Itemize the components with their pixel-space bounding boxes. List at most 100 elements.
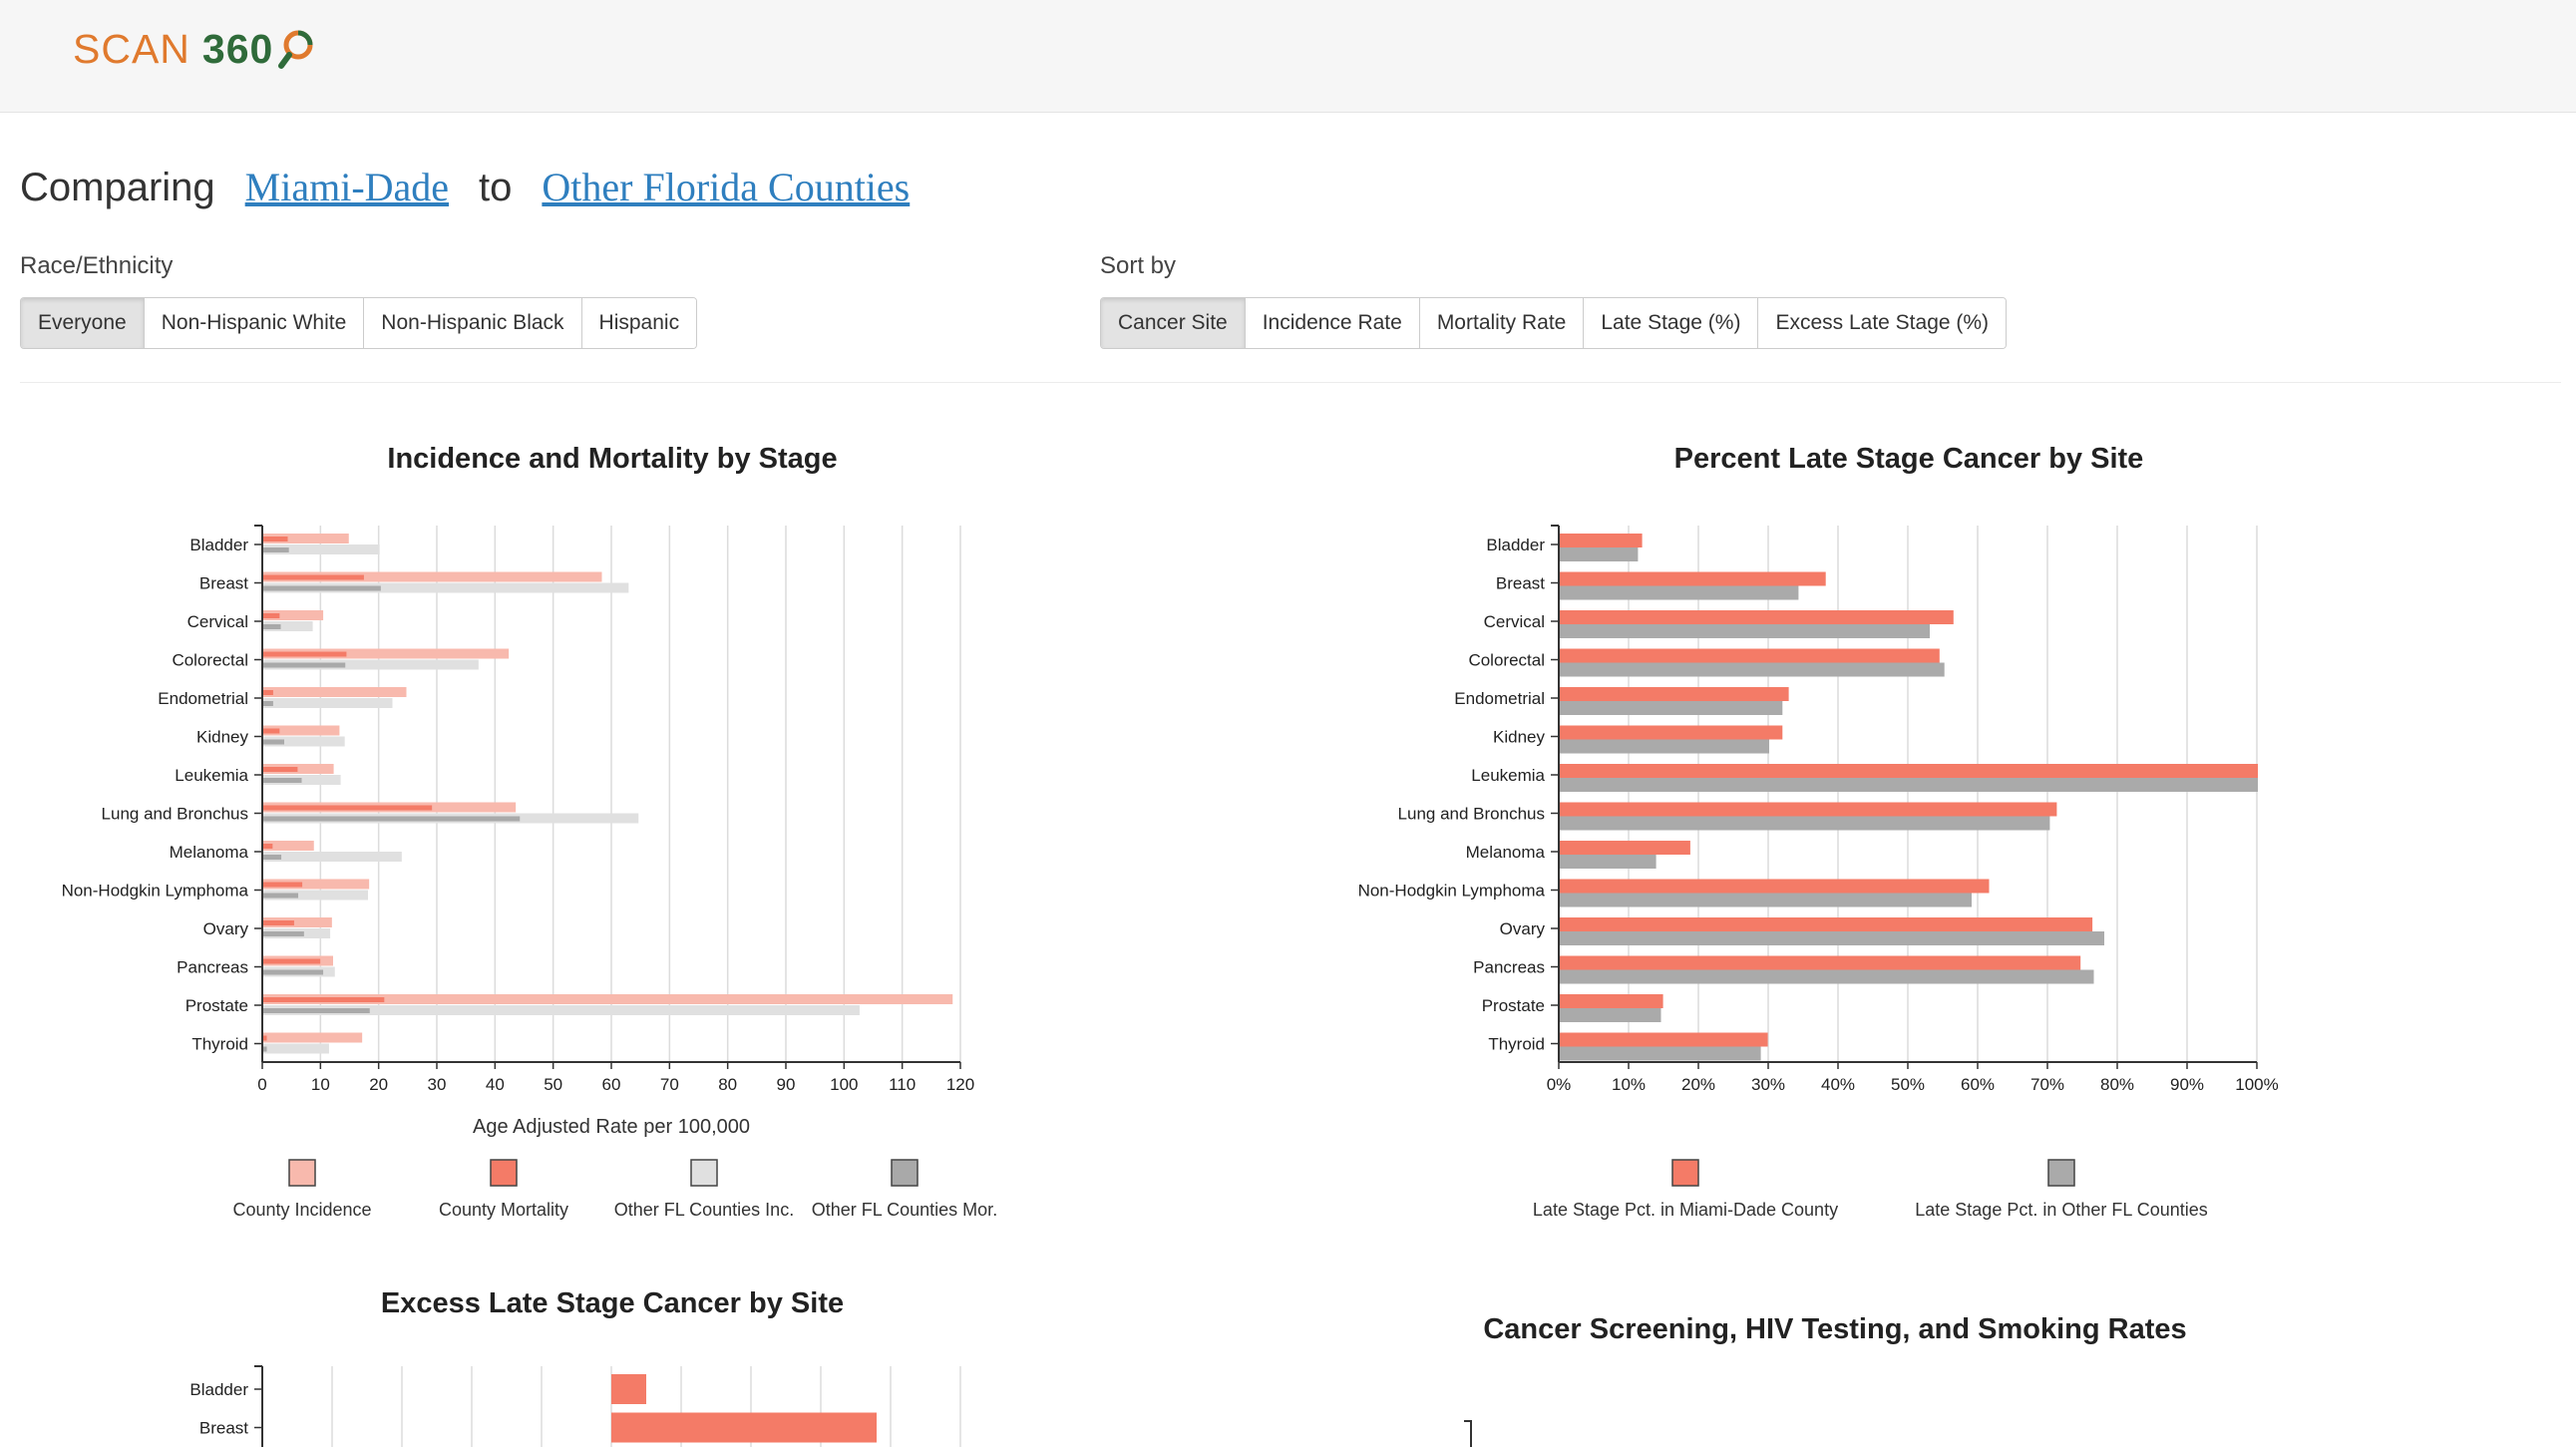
y-tick-label: Bladder <box>189 536 248 554</box>
bar-other-fl-counties-mor-non-hodgkin-lymphoma <box>263 893 298 899</box>
sort-late-stage-button[interactable]: Late Stage (%) <box>1584 298 1759 348</box>
bar-county-incidence-colorectal <box>263 648 510 659</box>
sort-mortality-rate-button[interactable]: Mortality Rate <box>1419 298 1585 348</box>
bar-late-stage-pct-in-other-fl-counties-bladder <box>1560 547 1639 561</box>
bar-other-fl-counties-mor-ovary <box>263 931 304 936</box>
bar-late-stage-pct-in-other-fl-counties-melanoma <box>1560 855 1656 869</box>
race-everyone-button[interactable]: Everyone <box>21 298 145 348</box>
bar-late-stage-pct-in-other-fl-counties-colorectal <box>1560 662 1945 677</box>
bar-excess-bladder <box>611 1374 646 1404</box>
legend-label-late-stage-pct-in-other-fl-counties: Late Stage Pct. in Other FL Counties <box>1915 1200 2208 1220</box>
legend-swatch-other-fl-counties-mor <box>891 1159 919 1187</box>
y-tick-label: Breast <box>199 1419 248 1438</box>
bar-late-stage-pct-in-miami-dade-county-ovary <box>1560 917 2093 931</box>
y-tick-label: Non-Hodgkin Lymphoma <box>62 882 249 901</box>
legend-label-other-fl-counties-mor: Other FL Counties Mor. <box>812 1200 997 1220</box>
x-tick-label: 70% <box>2030 1075 2064 1094</box>
bar-late-stage-pct-in-miami-dade-county-kidney <box>1560 725 1783 740</box>
legend-label-county-incidence: County Incidence <box>232 1200 371 1220</box>
bar-late-stage-pct-in-other-fl-counties-cervical <box>1560 624 1930 638</box>
bar-other-fl-counties-mor-kidney <box>263 739 284 745</box>
bar-late-stage-pct-in-other-fl-counties-non-hodgkin-lymphoma <box>1560 893 1972 907</box>
bar-county-incidence-ovary <box>263 917 332 927</box>
legend-swatch-late-stage-pct-in-other-fl-counties <box>2047 1159 2075 1187</box>
x-tick-label: 20% <box>1681 1075 1715 1094</box>
bar-late-stage-pct-in-miami-dade-county-cervical <box>1560 610 1954 624</box>
race-non-hispanic-white-button[interactable]: Non-Hispanic White <box>144 298 365 348</box>
incidence-chart-title: Incidence and Mortality by Stage <box>387 443 838 475</box>
bar-other-fl-counties-inc-non-hodgkin-lymphoma <box>263 890 368 901</box>
bar-late-stage-pct-in-other-fl-counties-prostate <box>1560 1008 1661 1022</box>
bar-county-mortality-colorectal <box>263 651 347 657</box>
bar-late-stage-pct-in-miami-dade-county-lung-and-bronchus <box>1560 802 2057 817</box>
app-header: SCAN 360 <box>0 0 2576 113</box>
logo-text: SCAN <box>73 26 190 72</box>
bar-late-stage-pct-in-miami-dade-county-thyroid <box>1560 1032 1768 1047</box>
x-tick-label: 30% <box>1751 1075 1785 1094</box>
x-tick-label: 60 <box>602 1075 621 1094</box>
y-tick-label: Bladder <box>189 1380 248 1399</box>
bar-county-mortality-breast <box>263 574 364 580</box>
x-tick-label: 40% <box>1821 1075 1855 1094</box>
bar-other-fl-counties-mor-bladder <box>263 547 289 552</box>
comparison-prefix: Comparing <box>20 166 215 209</box>
x-tick-label: 10% <box>1612 1075 1646 1094</box>
bar-late-stage-pct-in-miami-dade-county-non-hodgkin-lymphoma <box>1560 879 1990 894</box>
y-tick-label: Leukemia <box>175 766 248 785</box>
race-label: Race/Ethnicity <box>20 252 174 279</box>
x-tick-label: 70 <box>660 1075 679 1094</box>
y-tick-label: Lung and Bronchus <box>1398 805 1545 824</box>
scan360-logo[interactable]: SCAN 360 <box>73 26 315 73</box>
magnifier-icon <box>278 30 313 69</box>
legend-label-other-fl-counties-inc: Other FL Counties Inc. <box>614 1200 794 1220</box>
comparison-connector: to <box>479 166 513 209</box>
y-tick-label: Lung and Bronchus <box>102 805 248 824</box>
bar-other-fl-counties-mor-breast <box>263 585 381 591</box>
bar-county-mortality-kidney <box>263 728 280 734</box>
sort-excess-late-stage-button[interactable]: Excess Late Stage (%) <box>1758 298 2007 348</box>
bar-other-fl-counties-inc-endometrial <box>263 698 393 708</box>
race-hispanic-button[interactable]: Hispanic <box>581 298 697 348</box>
bar-late-stage-pct-in-miami-dade-county-breast <box>1560 571 1826 586</box>
x-tick-label: 50 <box>544 1075 562 1094</box>
y-tick-label: Kidney <box>196 728 248 747</box>
race-non-hispanic-black-button[interactable]: Non-Hispanic Black <box>364 298 582 348</box>
bar-late-stage-pct-in-miami-dade-county-pancreas <box>1560 955 2081 970</box>
bar-other-fl-counties-mor-colorectal <box>263 662 346 668</box>
x-tick-label: 60% <box>1961 1075 1995 1094</box>
section-divider <box>20 382 2561 383</box>
bar-county-incidence-cervical <box>263 610 324 620</box>
bar-late-stage-pct-in-other-fl-counties-kidney <box>1560 739 1769 754</box>
x-tick-label: 100% <box>2235 1075 2278 1094</box>
y-tick-label: Pancreas <box>177 958 248 977</box>
bar-other-fl-counties-mor-melanoma <box>263 855 282 860</box>
y-tick-label: Kidney <box>1493 728 1545 747</box>
bar-county-mortality-cervical <box>263 613 280 618</box>
county-link[interactable]: Miami-Dade <box>244 165 450 209</box>
bar-county-mortality-lung-and-bronchus <box>263 805 433 811</box>
bar-other-fl-counties-inc-prostate <box>263 1005 860 1015</box>
bar-county-mortality-melanoma <box>263 844 273 849</box>
sort-label: Sort by <box>1100 252 1177 279</box>
bar-county-mortality-thyroid <box>263 1035 267 1041</box>
legend-swatch-county-incidence <box>288 1159 316 1187</box>
bar-other-fl-counties-mor-cervical <box>263 624 281 629</box>
legend-swatch-late-stage-pct-in-miami-dade-county <box>1671 1159 1699 1187</box>
bar-county-mortality-leukemia <box>263 767 298 772</box>
sort-incidence-rate-button[interactable]: Incidence Rate <box>1245 298 1420 348</box>
y-tick-label: Colorectal <box>1468 651 1545 670</box>
x-tick-label: 100 <box>830 1075 858 1094</box>
y-tick-label: Pancreas <box>1473 958 1545 977</box>
bar-county-incidence-breast <box>263 571 602 582</box>
x-tick-label: 50% <box>1891 1075 1925 1094</box>
x-axis-label: Age Adjusted Rate per 100,000 <box>473 1116 750 1138</box>
bar-other-fl-counties-inc-leukemia <box>263 775 341 785</box>
bar-county-incidence-prostate <box>263 994 953 1004</box>
bar-other-fl-counties-mor-prostate <box>263 1008 370 1013</box>
y-tick-label: Melanoma <box>1466 843 1546 862</box>
reference-link[interactable]: Other Florida Counties <box>542 165 911 209</box>
bar-other-fl-counties-inc-breast <box>263 582 629 593</box>
excess-chart-title: Excess Late Stage Cancer by Site <box>380 1287 845 1319</box>
legend-swatch-county-mortality <box>490 1159 518 1187</box>
sort-cancer-site-button[interactable]: Cancer Site <box>1101 298 1246 348</box>
